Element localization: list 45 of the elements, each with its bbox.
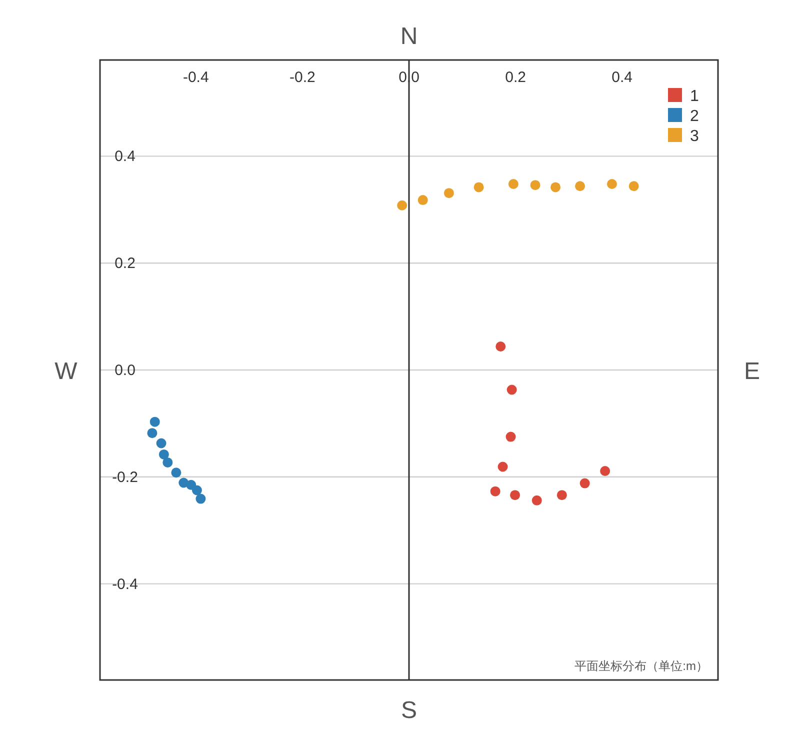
point — [510, 490, 520, 500]
point — [192, 485, 202, 496]
point — [550, 182, 561, 192]
point — [490, 486, 500, 496]
y-tick-label: 0.0 — [114, 362, 136, 379]
legend-label: 2 — [690, 108, 699, 125]
point — [397, 200, 408, 210]
point — [600, 466, 610, 476]
legend-label: 1 — [690, 88, 699, 105]
point — [158, 449, 169, 460]
point — [506, 384, 517, 395]
annotation: 平面坐标分布（单位:m） — [574, 659, 708, 673]
legend-label: 3 — [690, 128, 699, 145]
point — [580, 478, 590, 488]
text: E — [744, 358, 760, 385]
point — [196, 494, 206, 504]
point — [628, 181, 639, 192]
point — [530, 180, 540, 190]
point — [496, 341, 506, 352]
point — [532, 495, 542, 506]
point — [171, 468, 182, 478]
text: N — [400, 23, 418, 50]
x-tick-label: 0.4 — [612, 69, 633, 86]
y-tick-label: 0.4 — [114, 148, 136, 166]
point — [506, 432, 516, 442]
point — [556, 490, 567, 500]
point — [147, 428, 158, 438]
x-tick-label: -0.2 — [290, 69, 316, 86]
y-tick-label: -0.4 — [112, 576, 138, 593]
x-tick-label: 0.2 — [505, 69, 526, 86]
point — [474, 182, 484, 192]
y-tick-label: -0.2 — [112, 468, 138, 486]
text: W — [54, 358, 78, 385]
x-tick-label: -0.4 — [182, 69, 209, 86]
text: S — [400, 697, 418, 724]
point — [575, 181, 586, 192]
point — [606, 179, 617, 189]
point — [156, 438, 166, 448]
y-tick-label: 0.2 — [114, 255, 136, 272]
point — [444, 188, 454, 198]
point — [418, 195, 428, 206]
point — [162, 457, 173, 468]
point — [150, 416, 160, 427]
point — [508, 179, 518, 189]
point — [498, 462, 508, 472]
